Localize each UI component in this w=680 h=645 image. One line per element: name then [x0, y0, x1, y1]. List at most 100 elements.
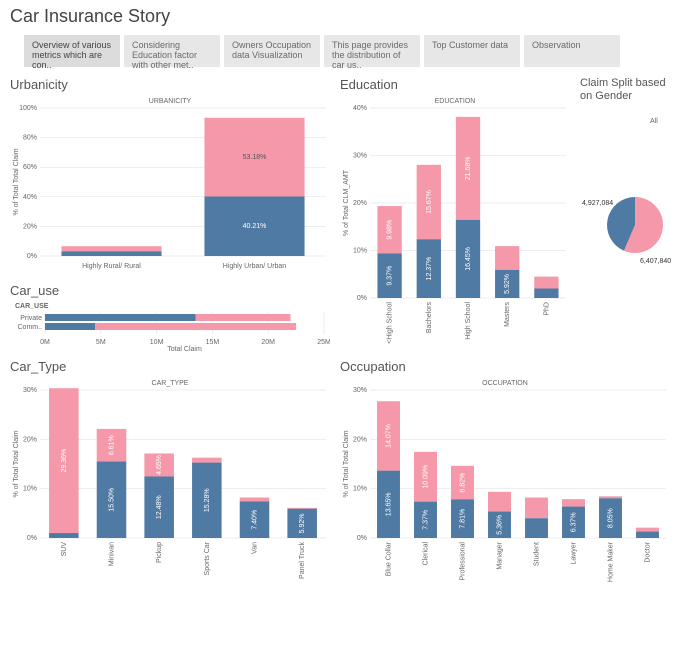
svg-text:9.98%: 9.98%	[387, 220, 394, 240]
svg-text:OCCUPATION: OCCUPATION	[482, 380, 528, 387]
svg-text:15.67%: 15.67%	[426, 190, 433, 214]
tab-1[interactable]: Considering Education factor with other …	[124, 35, 220, 67]
svg-text:25M: 25M	[317, 339, 330, 346]
svg-text:PhD: PhD	[543, 302, 550, 316]
svg-text:30%: 30%	[353, 153, 367, 160]
svg-text:CAR_TYPE: CAR_TYPE	[152, 380, 189, 387]
svg-text:Professional: Professional	[460, 542, 467, 581]
svg-text:Home Maker: Home Maker	[608, 541, 615, 582]
svg-text:Masters: Masters	[504, 302, 511, 327]
svg-text:10%: 10%	[353, 248, 367, 255]
svg-text:Highly Urban/ Urban: Highly Urban/ Urban	[223, 263, 287, 270]
svg-text:20%: 20%	[23, 436, 37, 443]
caruse-panel: Car_use CAR_USE0M5M10M15M20M25MTotal Cla…	[10, 283, 330, 353]
svg-text:Total Claim: Total Claim	[167, 346, 202, 352]
svg-text:0%: 0%	[357, 295, 367, 302]
tab-2[interactable]: Owners Occupation data Visualization	[224, 35, 320, 67]
svg-text:60%: 60%	[23, 164, 37, 171]
svg-text:20%: 20%	[23, 223, 37, 230]
svg-text:30%: 30%	[23, 387, 37, 394]
tab-4[interactable]: Top Customer data	[424, 35, 520, 67]
svg-text:7.81%: 7.81%	[460, 509, 467, 529]
svg-text:0%: 0%	[27, 253, 37, 260]
svg-text:20%: 20%	[353, 436, 367, 443]
svg-text:Manager: Manager	[497, 541, 504, 569]
svg-text:7.37%: 7.37%	[423, 510, 430, 530]
svg-text:% of Total Total Claim: % of Total Total Claim	[13, 148, 20, 215]
svg-text:Doctor: Doctor	[645, 541, 652, 562]
svg-text:13.65%: 13.65%	[386, 492, 393, 516]
svg-text:12.48%: 12.48%	[156, 495, 163, 519]
svg-text:Clerical: Clerical	[423, 542, 430, 566]
svg-text:4.65%: 4.65%	[156, 455, 163, 475]
svg-text:5.36%: 5.36%	[497, 515, 504, 535]
page-title: Car Insurance Story	[0, 0, 680, 35]
svg-text:5M: 5M	[96, 339, 106, 346]
svg-text:CAR_USE: CAR_USE	[15, 303, 49, 310]
svg-text:100%: 100%	[19, 105, 37, 112]
svg-text:15.50%: 15.50%	[109, 488, 116, 512]
svg-text:SUV: SUV	[61, 542, 68, 557]
svg-text:7.40%: 7.40%	[252, 510, 259, 530]
caruse-title: Car_use	[10, 283, 330, 298]
svg-text:14.07%: 14.07%	[386, 424, 393, 448]
svg-text:% of Total Total Claim: % of Total Total Claim	[343, 430, 350, 497]
cartype-title: Car_Type	[10, 359, 330, 374]
svg-text:Van: Van	[252, 542, 259, 554]
occupation-title: Occupation	[340, 359, 680, 374]
svg-text:Bachelors: Bachelors	[426, 302, 433, 334]
svg-text:29.36%: 29.36%	[61, 449, 68, 473]
svg-text:Sports Car: Sports Car	[204, 541, 211, 575]
svg-text:20M: 20M	[261, 339, 275, 346]
svg-text:Private: Private	[20, 315, 42, 322]
education-title: Education	[340, 77, 570, 92]
svg-text:10%: 10%	[353, 486, 367, 493]
svg-text:8.05%: 8.05%	[608, 508, 615, 528]
svg-text:30%: 30%	[353, 387, 367, 394]
svg-text:12.37%: 12.37%	[426, 257, 433, 281]
gender-panel: Claim Split based on Gender All4,927,084…	[580, 77, 680, 353]
svg-text:Panel Truck: Panel Truck	[299, 542, 306, 579]
svg-text:53.18%: 53.18%	[243, 154, 267, 161]
svg-text:0%: 0%	[27, 535, 37, 542]
svg-text:15.28%: 15.28%	[204, 488, 211, 512]
gender-title: Claim Split based on Gender	[580, 77, 680, 103]
svg-text:% of Total Total Claim: % of Total Total Claim	[13, 430, 20, 497]
svg-text:40%: 40%	[23, 194, 37, 201]
svg-text:High School: High School	[465, 302, 472, 340]
svg-text:URBANICITY: URBANICITY	[149, 98, 192, 105]
occupation-panel: Occupation OCCUPATION0%10%20%30%% of Tot…	[340, 359, 680, 589]
svg-text:<High School: <High School	[387, 302, 394, 344]
svg-text:6.37%: 6.37%	[571, 512, 578, 532]
svg-text:Minivan: Minivan	[109, 542, 116, 566]
svg-text:EDUCATION: EDUCATION	[435, 98, 476, 105]
svg-text:40.21%: 40.21%	[243, 223, 267, 230]
svg-text:5.92%: 5.92%	[504, 274, 511, 294]
svg-text:16.45%: 16.45%	[465, 247, 472, 271]
svg-text:6.61%: 6.61%	[109, 435, 116, 455]
svg-text:Pickup: Pickup	[156, 542, 163, 563]
svg-text:6.82%: 6.82%	[460, 473, 467, 493]
svg-text:21.68%: 21.68%	[465, 156, 472, 180]
svg-text:% of Total CLM_AMT: % of Total CLM_AMT	[343, 169, 350, 236]
tab-0[interactable]: Overview of various metrics which are co…	[24, 35, 120, 67]
svg-text:Lawyer: Lawyer	[571, 541, 578, 564]
cartype-panel: Car_Type CAR_TYPE 0% 10% 20% 30% % of Total T…	[10, 359, 330, 589]
svg-text:6,407,840: 6,407,840	[640, 258, 671, 265]
urbanicity-title: Urbanicity	[10, 77, 330, 92]
svg-text:80%: 80%	[23, 135, 37, 142]
svg-text:15M: 15M	[206, 339, 220, 346]
svg-text:Comm..: Comm..	[18, 324, 43, 331]
urbanicity-panel: Urbanicity URBANICITY 0% 20% 40% 60% 80% 100%%…	[10, 77, 330, 277]
svg-text:Student: Student	[534, 542, 541, 566]
svg-text:5.92%: 5.92%	[299, 513, 306, 533]
svg-text:40%: 40%	[353, 105, 367, 112]
svg-text:All: All	[650, 118, 658, 125]
svg-text:10%: 10%	[23, 486, 37, 493]
svg-text:9.37%: 9.37%	[387, 266, 394, 286]
education-panel: Education EDUCATION0%10%20%30%40%% of To…	[340, 77, 570, 353]
tabs-bar: Overview of various metrics which are co…	[0, 35, 680, 73]
svg-text:0M: 0M	[40, 339, 50, 346]
tab-3[interactable]: This page provides the distribution of c…	[324, 35, 420, 67]
tab-5[interactable]: Observation	[524, 35, 620, 67]
